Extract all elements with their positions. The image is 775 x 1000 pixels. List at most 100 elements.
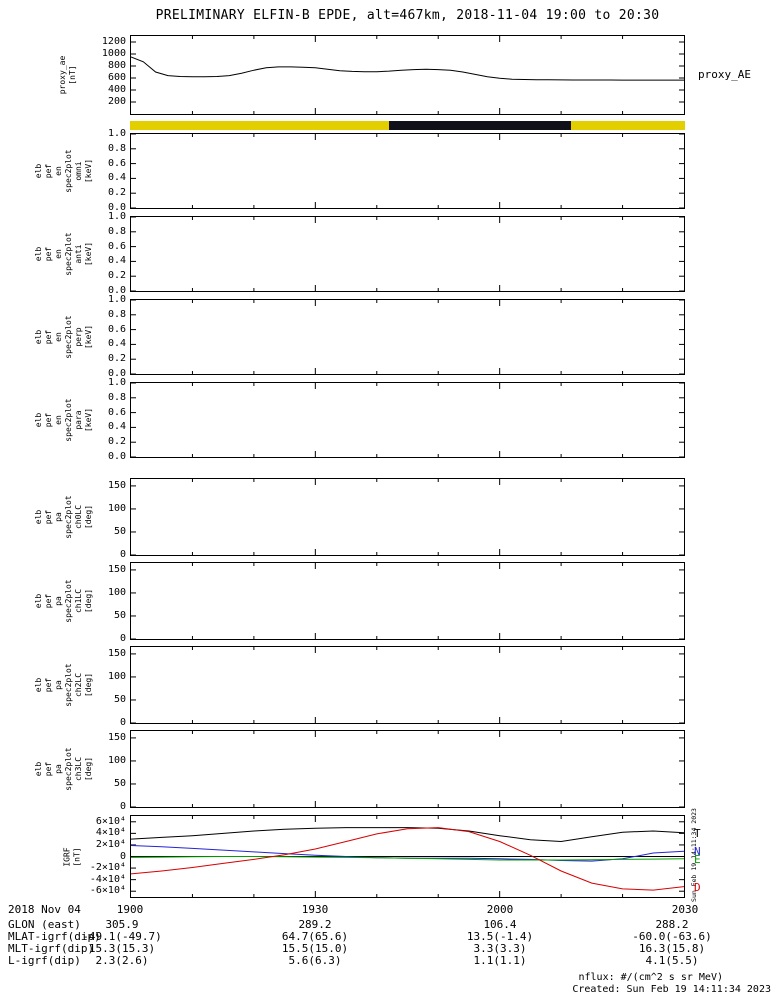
panel-energy-anti — [130, 216, 685, 292]
plot-title: PRELIMINARY ELFIN-B EPDE, alt=467km, 201… — [155, 8, 660, 23]
y-tick-label: 0.2 — [107, 436, 126, 448]
pa-axis-title-ch3LC: elb pef pa spec2plot ch3LC [deg] — [34, 747, 93, 791]
y-tick-label: 0.8 — [107, 308, 126, 320]
igrf-series-label-E: E — [694, 852, 701, 866]
annotation-value: 106.4 — [483, 918, 517, 931]
y-tick-label: 150 — [107, 731, 126, 743]
y-tick-label: 0.2 — [107, 270, 126, 282]
annotation-value: 4.1(5.5) — [645, 954, 699, 967]
y-tick-label: 1.0 — [107, 211, 126, 222]
annotation-value: 305.9 — [105, 918, 139, 931]
annotation-row-label: MLAT-igrf(dip) — [8, 930, 101, 943]
annotation-value: 15.5(15.0) — [281, 942, 349, 955]
y-tick-label: 0.6 — [107, 406, 126, 418]
y-tick-label: 100 — [107, 754, 126, 766]
panel-pa-ch1LC-canvas — [131, 563, 684, 639]
panel-pa-ch2LC-canvas — [131, 647, 684, 723]
y-tick-label: 0.2 — [107, 187, 126, 199]
annotation-row-label: MLT-igrf(dip) — [8, 942, 95, 955]
annotation-value: 3.3(3.3) — [473, 942, 527, 955]
y-tick-label: 0 — [119, 801, 126, 812]
panel-pa-ch3LC — [130, 730, 685, 808]
annotation-value: 2.3(2.6) — [95, 954, 149, 967]
y-tick-label: 50 — [113, 609, 126, 621]
y-tick-label: 0.2 — [107, 353, 126, 365]
proxy-ae-axis-title: proxy_ae [nT] — [58, 55, 77, 95]
x-tick-label: 1930 — [301, 903, 329, 916]
panel-energy-omni — [130, 133, 685, 209]
y-tick-label: 0.4 — [107, 255, 126, 267]
pa-axis-title-ch0LC: elb pef pa spec2plot ch0LC [deg] — [34, 495, 93, 539]
y-tick-label: 0.6 — [107, 157, 126, 169]
annotation-value: 289.2 — [298, 918, 332, 931]
y-tick-label: 100 — [107, 586, 126, 598]
panel-pa-ch1LC — [130, 562, 685, 640]
annotation-value: 1.1(1.1) — [473, 954, 527, 967]
energy-axis-title-anti: elb pef en spec2plot anti [keV] — [34, 232, 93, 276]
y-tick-label: 0 — [119, 633, 126, 644]
panel-energy-omni-canvas — [131, 134, 684, 208]
y-tick-label: 150 — [107, 563, 126, 575]
y-tick-label: 0.0 — [107, 368, 126, 379]
y-tick-label: -4×10⁴ — [89, 873, 126, 885]
panel-energy-anti-canvas — [131, 217, 684, 291]
annotation-row-label: GLON (east) — [8, 918, 81, 931]
y-tick-label: 150 — [107, 479, 126, 491]
data-series — [131, 845, 684, 862]
annotation-value: 288.2 — [655, 918, 689, 931]
annotation-value: -60.0(-63.6) — [632, 930, 712, 943]
y-tick-label: 0 — [119, 850, 126, 862]
igrf-series-label-N: N — [694, 845, 701, 859]
flux-units-note: nflux: #/(cm^2 s sr MeV) — [578, 972, 724, 983]
annotation-value: 5.6(6.3) — [288, 954, 342, 967]
y-tick-label: 200 — [107, 96, 126, 107]
y-tick-label: 1200 — [101, 36, 126, 47]
annotation-value: 15.3(15.3) — [88, 942, 156, 955]
y-tick-label: 2×10⁴ — [95, 838, 126, 850]
annotation-value: -49.1(-49.7) — [82, 930, 162, 943]
y-tick-label: 0.0 — [107, 285, 126, 296]
pa-axis-title-ch1LC: elb pef pa spec2plot ch1LC [deg] — [34, 579, 93, 623]
igrf-axis-title: IGRF [nT] — [62, 846, 81, 867]
created-timestamp: Created: Sun Feb 19 14:11:34 2023 — [572, 984, 771, 995]
y-tick-label: 0.0 — [107, 202, 126, 213]
panel-pa-ch3LC-canvas — [131, 731, 684, 807]
panel-energy-para — [130, 382, 685, 458]
y-tick-label: -6×10⁴ — [89, 885, 126, 897]
y-tick-label: 0.8 — [107, 142, 126, 154]
y-tick-label: 0 — [119, 549, 126, 560]
y-tick-label: 0.4 — [107, 338, 126, 350]
x-tick-label: 2030 — [671, 903, 699, 916]
data-series — [131, 827, 684, 891]
y-tick-label: 0.6 — [107, 240, 126, 252]
proxy-ae-series-label: proxy_AE — [698, 68, 751, 81]
panel-energy-perp-canvas — [131, 300, 684, 374]
panel-proxy-ae-canvas — [131, 36, 684, 114]
y-tick-label: 1.0 — [107, 128, 126, 139]
y-tick-label: 1000 — [101, 48, 126, 59]
pa-axis-title-ch2LC: elb pef pa spec2plot ch2LC [deg] — [34, 663, 93, 707]
data-series — [131, 56, 684, 81]
x-tick-label: 2000 — [486, 903, 514, 916]
data-series — [131, 827, 684, 843]
y-tick-label: 0.8 — [107, 225, 126, 237]
annotation-value: 64.7(65.6) — [281, 930, 349, 943]
energy-axis-title-para: elb pef en spec2plot para [keV] — [34, 398, 93, 442]
y-tick-label: 50 — [113, 777, 126, 789]
y-tick-label: 0.4 — [107, 172, 126, 184]
y-tick-label: 600 — [107, 72, 126, 83]
igrf-series-label-T: T — [694, 826, 701, 840]
y-tick-label: 0.4 — [107, 421, 126, 433]
y-tick-label: 1.0 — [107, 294, 126, 305]
y-tick-label: 100 — [107, 670, 126, 682]
annotation-row-label: L-igrf(dip) — [8, 954, 81, 967]
survey-mode-bar — [130, 121, 685, 130]
annotation-value: 16.3(15.8) — [638, 942, 706, 955]
y-tick-label: 50 — [113, 525, 126, 537]
y-tick-label: 6×10⁴ — [95, 815, 126, 827]
y-tick-label: 100 — [107, 502, 126, 514]
y-tick-label: 4×10⁴ — [95, 827, 126, 839]
y-tick-label: 800 — [107, 60, 126, 71]
panel-pa-ch0LC-canvas — [131, 479, 684, 555]
